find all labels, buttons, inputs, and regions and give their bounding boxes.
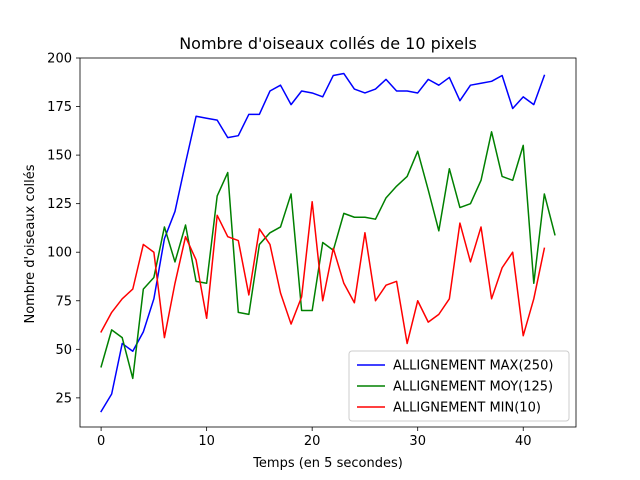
series-line-1	[100, 72, 546, 413]
y-tick-label: 175	[47, 100, 72, 115]
y-tick-label: 25	[55, 391, 72, 406]
legend-label-3: ALLIGNEMENT MIN(10)	[393, 401, 541, 416]
legend-label-2: ALLIGNEMENT MOY(125)	[393, 380, 553, 395]
chart-title: Nombre d'oiseaux collés de 10 pixels	[179, 34, 477, 53]
x-tick-label: 30	[409, 434, 426, 449]
y-tick-label: 100	[47, 246, 72, 261]
x-tick-label: 10	[198, 434, 215, 449]
y-tick-label: 75	[55, 294, 72, 309]
plot-frame	[79, 57, 577, 428]
x-tick-label: 0	[97, 434, 105, 449]
series-line-2	[100, 131, 556, 380]
x-tick-label: 40	[515, 434, 532, 449]
y-tick-label: 125	[47, 197, 72, 212]
legend-box	[348, 350, 570, 422]
legend: ALLIGNEMENT MAX(250) ALLIGNEMENT MOY(125)…	[348, 350, 570, 422]
y-tick-label: 150	[47, 149, 72, 164]
y-axis-label: Nombre d'oiseaux collés	[23, 164, 38, 323]
x-axis-label: Temps (en 5 secondes)	[252, 456, 403, 471]
x-tick-label: 20	[304, 434, 321, 449]
y-tick-label: 50	[55, 343, 72, 358]
series-line-3	[100, 200, 546, 345]
plot-area: 0 10 20 30 40 25 50 75 100 125 150 175 200	[47, 52, 577, 449]
legend-label-1: ALLIGNEMENT MAX(250)	[393, 359, 553, 374]
y-tick-label: 200	[47, 52, 72, 67]
